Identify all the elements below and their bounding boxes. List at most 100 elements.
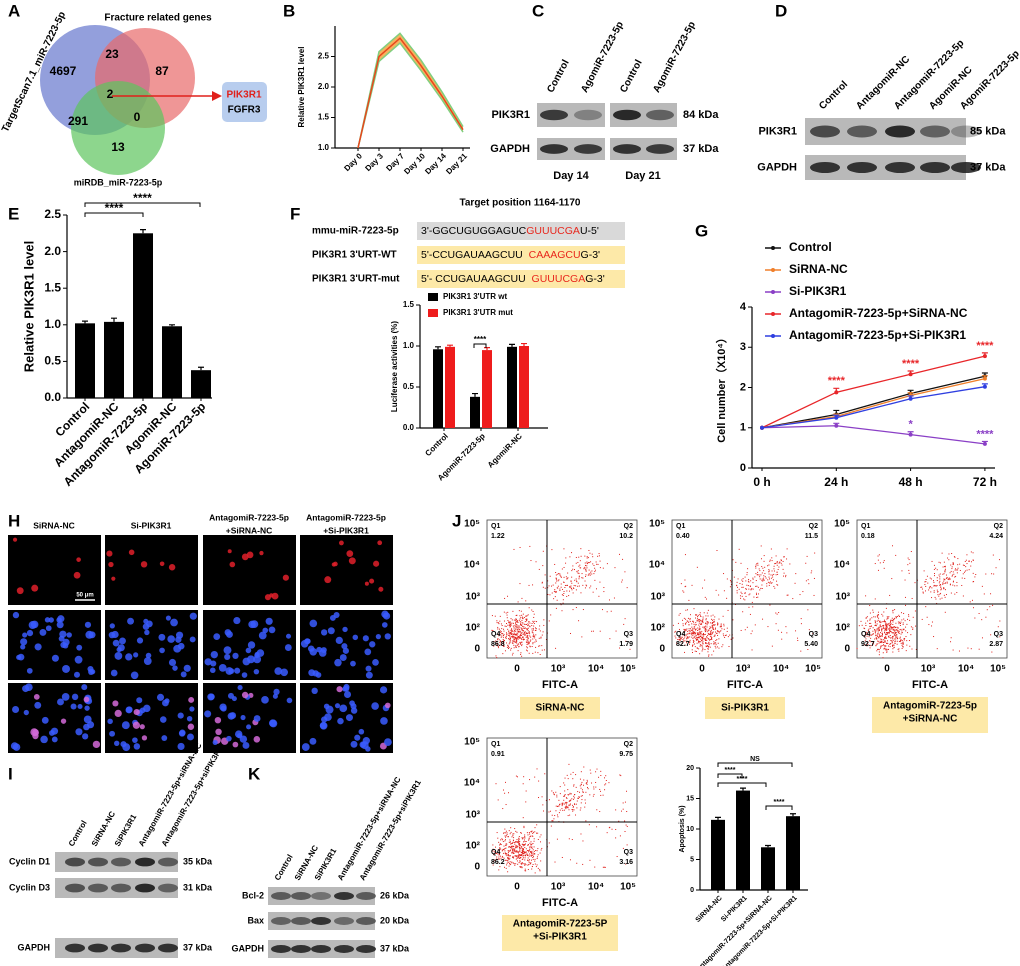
event <box>874 616 876 618</box>
event <box>511 636 513 638</box>
event <box>571 798 573 800</box>
event <box>878 629 880 631</box>
event <box>561 808 563 810</box>
event <box>786 632 788 634</box>
event <box>713 643 715 645</box>
event <box>566 797 568 799</box>
event <box>492 864 494 866</box>
cell <box>132 737 138 743</box>
event <box>885 635 887 637</box>
event <box>492 844 494 846</box>
event <box>704 628 706 630</box>
cell <box>26 629 34 637</box>
event <box>713 620 715 622</box>
cell <box>170 618 178 627</box>
event <box>921 618 923 620</box>
event <box>707 621 709 623</box>
event <box>795 573 797 575</box>
event <box>890 627 892 629</box>
event <box>723 625 725 627</box>
event <box>524 863 526 865</box>
event <box>524 628 526 630</box>
event <box>903 629 905 631</box>
event <box>513 548 515 550</box>
event <box>511 619 513 621</box>
event <box>742 586 744 588</box>
event <box>773 565 775 567</box>
event <box>726 630 728 632</box>
event <box>905 650 907 652</box>
event <box>563 795 565 797</box>
event <box>770 548 772 550</box>
cell <box>331 562 336 567</box>
event <box>577 797 579 799</box>
event <box>900 633 902 635</box>
event <box>911 597 913 599</box>
event <box>876 616 878 618</box>
event <box>497 626 499 628</box>
event <box>686 640 688 642</box>
event <box>712 628 714 630</box>
event <box>742 611 744 613</box>
event <box>757 571 759 573</box>
event <box>761 572 763 574</box>
event <box>566 584 568 586</box>
y-tick-label: 0.5 <box>403 382 415 391</box>
event <box>698 648 700 650</box>
event <box>684 636 686 638</box>
event <box>532 858 534 860</box>
event <box>543 649 545 651</box>
event <box>500 857 502 859</box>
event <box>933 591 935 593</box>
event <box>535 634 537 636</box>
event <box>764 566 766 568</box>
event <box>877 633 879 635</box>
event <box>712 631 714 633</box>
event <box>878 627 880 629</box>
event <box>741 579 743 581</box>
event <box>527 636 529 638</box>
event <box>933 581 935 583</box>
event <box>701 639 703 641</box>
event <box>886 624 888 626</box>
event <box>555 647 557 649</box>
cell <box>229 712 237 719</box>
event <box>702 642 704 644</box>
event <box>523 827 525 829</box>
event <box>891 642 893 644</box>
event <box>946 577 948 579</box>
event <box>518 630 520 632</box>
event <box>885 623 887 625</box>
event <box>495 846 497 848</box>
event <box>879 635 881 637</box>
event <box>532 863 534 865</box>
event <box>548 799 550 801</box>
event <box>516 776 518 778</box>
event <box>516 851 518 853</box>
event <box>569 804 571 806</box>
event <box>875 625 877 627</box>
event <box>741 586 743 588</box>
event <box>516 624 518 626</box>
event <box>580 783 582 785</box>
legend-swatch <box>428 293 438 301</box>
event <box>885 626 887 628</box>
event <box>755 592 757 594</box>
event <box>521 614 523 616</box>
event <box>512 839 514 841</box>
event <box>510 649 512 651</box>
event <box>519 854 521 856</box>
event <box>577 570 579 572</box>
event <box>890 639 892 641</box>
event <box>895 622 897 624</box>
event <box>509 839 511 841</box>
event <box>781 631 783 633</box>
event <box>502 856 504 858</box>
event <box>736 584 738 586</box>
x-tick-label: Day 14 <box>423 151 448 176</box>
event <box>507 871 509 873</box>
event <box>895 632 897 634</box>
event <box>589 587 591 589</box>
event <box>758 568 760 570</box>
event <box>884 629 886 631</box>
